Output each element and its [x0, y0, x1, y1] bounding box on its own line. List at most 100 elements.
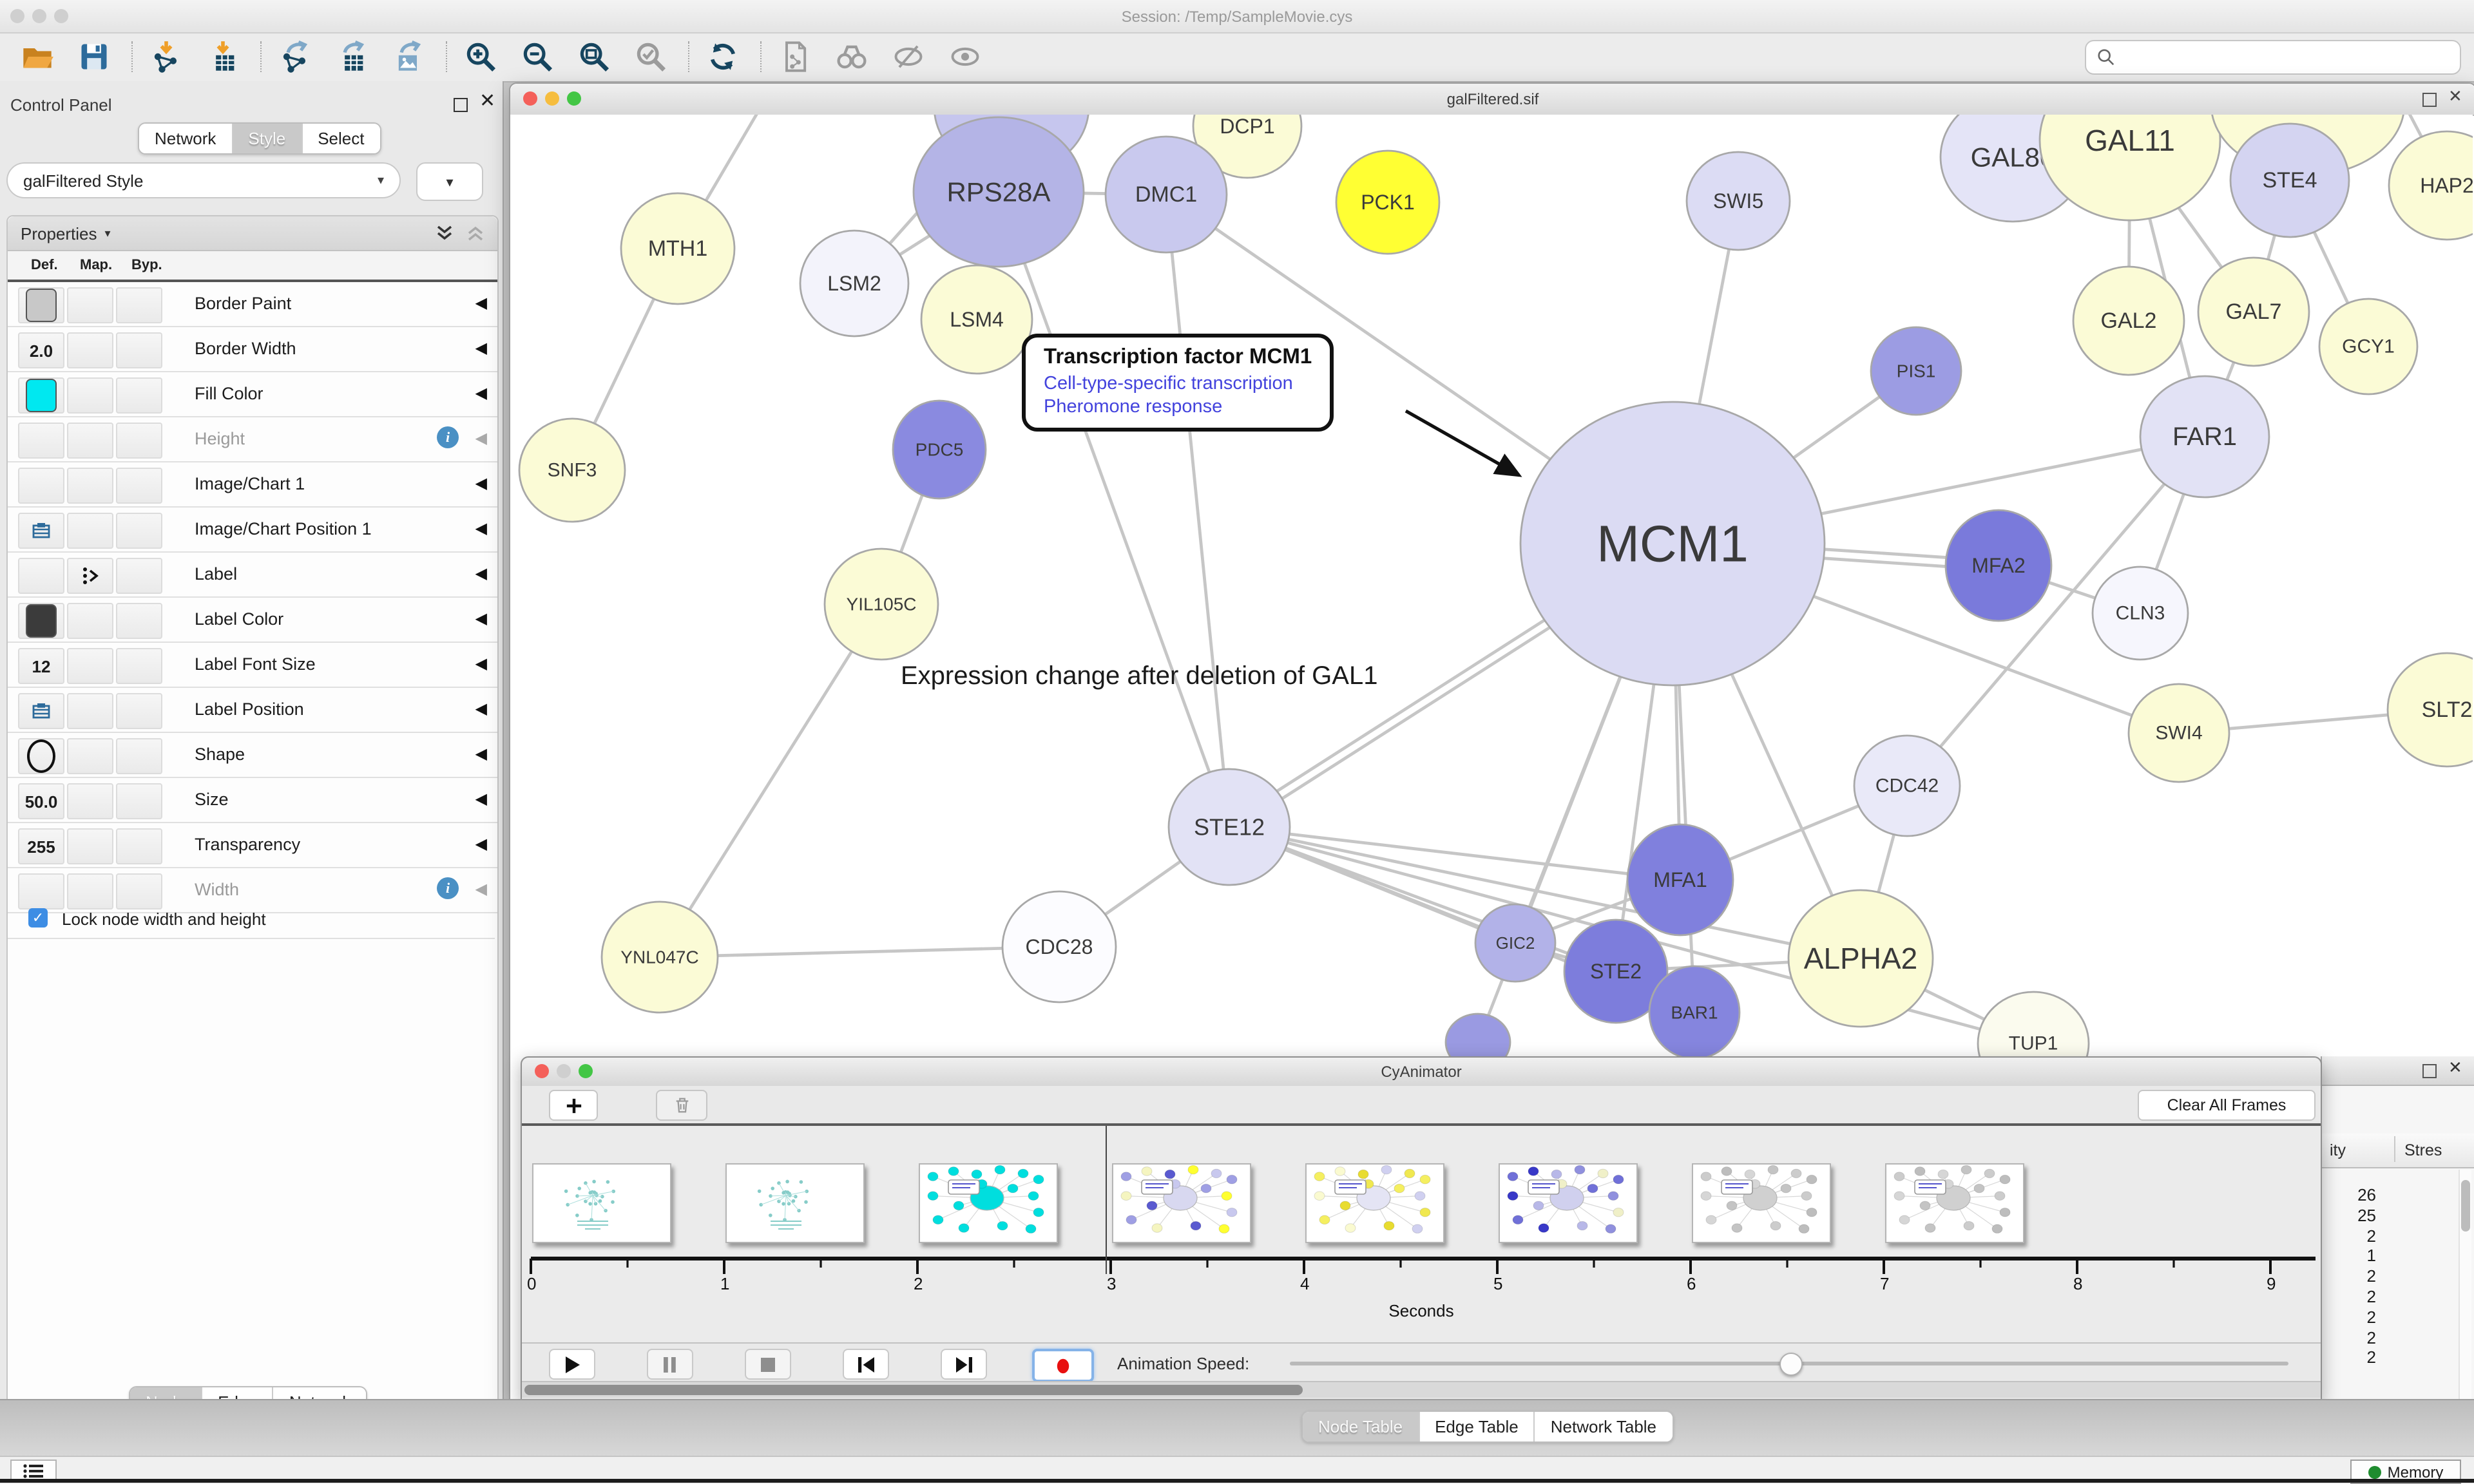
- app-close-icon[interactable]: [10, 9, 24, 23]
- default-cell[interactable]: [18, 738, 64, 774]
- property-row-border-paint[interactable]: Border Paint ◀: [8, 282, 497, 327]
- property-row-size[interactable]: 50.0 Size ◀: [8, 778, 497, 823]
- bypass-cell[interactable]: [116, 287, 162, 323]
- network-document-button[interactable]: [773, 37, 817, 76]
- window-close-x-icon[interactable]: ✕: [2448, 86, 2462, 106]
- annotation-link-1[interactable]: Cell-type-specific transcription: [1044, 374, 1293, 394]
- expand-property-icon[interactable]: ◀: [475, 654, 487, 672]
- tab-edge-table[interactable]: Edge Table: [1419, 1412, 1535, 1441]
- default-cell[interactable]: [18, 423, 64, 459]
- frame-thumbnail-5[interactable]: [1305, 1163, 1444, 1243]
- network-node-MCM1[interactable]: MCM1: [1519, 401, 1826, 687]
- tab-network[interactable]: Network: [139, 124, 233, 153]
- bypass-cell[interactable]: [116, 828, 162, 864]
- app-zoom-icon[interactable]: [54, 9, 68, 23]
- network-node-ALPHA2[interactable]: ALPHA2: [1787, 889, 1934, 1028]
- style-selector-dropdown[interactable]: galFiltered Style ▾: [6, 162, 401, 198]
- expand-property-icon[interactable]: ◀: [475, 790, 487, 808]
- window-minimize-icon[interactable]: [557, 1064, 571, 1078]
- style-options-button[interactable]: ▾: [416, 162, 483, 201]
- window-minimize-icon[interactable]: [545, 91, 559, 106]
- frames-timeline[interactable]: 0 1 2 3 4 5 6 7 8 9 Seconds: [522, 1126, 2321, 1342]
- mapping-cell[interactable]: [67, 287, 113, 323]
- mapping-cell[interactable]: [67, 558, 113, 594]
- network-node-GAL11[interactable]: GAL11: [2038, 115, 2221, 222]
- network-node-GIC2[interactable]: GIC2: [1474, 903, 1557, 983]
- network-edge[interactable]: [659, 945, 1060, 959]
- expand-property-icon[interactable]: ◀: [475, 384, 487, 402]
- expand-property-icon[interactable]: ◀: [475, 474, 487, 492]
- property-row-border-width[interactable]: 2.0 Border Width ◀: [8, 327, 497, 372]
- network-edge[interactable]: [1229, 825, 1861, 960]
- next-frame-button[interactable]: [941, 1349, 987, 1380]
- frame-thumbnail-4[interactable]: [1112, 1163, 1251, 1243]
- window-close-icon[interactable]: [523, 91, 537, 106]
- default-cell[interactable]: 12: [18, 648, 64, 684]
- zoom-out-button[interactable]: [515, 37, 559, 76]
- mapping-cell[interactable]: [67, 738, 113, 774]
- export-table-button[interactable]: [330, 37, 374, 76]
- stop-button[interactable]: [745, 1349, 791, 1380]
- default-cell[interactable]: 50.0: [18, 783, 64, 819]
- property-row-transparency[interactable]: 255 Transparency ◀: [8, 823, 497, 868]
- bypass-cell[interactable]: [116, 783, 162, 819]
- property-row-fill-color[interactable]: Fill Color ◀: [8, 372, 497, 417]
- default-cell[interactable]: [18, 468, 64, 504]
- tab-network-table[interactable]: Network Table: [1535, 1412, 1673, 1441]
- mapping-cell[interactable]: [67, 423, 113, 459]
- zoom-in-button[interactable]: [459, 37, 503, 76]
- network-edge[interactable]: [1229, 825, 1681, 882]
- show-details-button[interactable]: [943, 37, 987, 76]
- network-node-YIL105C[interactable]: YIL105C: [823, 547, 939, 661]
- bypass-cell[interactable]: [116, 558, 162, 594]
- mapping-cell[interactable]: [67, 873, 113, 909]
- property-row-image-chart-position-1[interactable]: Image/Chart Position 1 ◀: [8, 508, 497, 553]
- mapping-cell[interactable]: [67, 332, 113, 368]
- frame-thumbnail-7[interactable]: [1692, 1163, 1831, 1243]
- network-node-CDC42[interactable]: CDC42: [1853, 734, 1961, 837]
- network-node-GAL7[interactable]: GAL7: [2197, 256, 2310, 367]
- network-node-RPS28A[interactable]: RPS28A: [912, 116, 1085, 268]
- bypass-cell[interactable]: [116, 423, 162, 459]
- import-table-button[interactable]: [201, 37, 245, 76]
- previous-frame-button[interactable]: [843, 1349, 889, 1380]
- bypass-cell[interactable]: [116, 332, 162, 368]
- tab-style[interactable]: Style: [233, 124, 303, 153]
- zoom-selected-button[interactable]: [629, 37, 673, 76]
- mapping-cell[interactable]: [67, 468, 113, 504]
- window-close-icon[interactable]: [535, 1064, 549, 1078]
- export-network-button[interactable]: [273, 37, 317, 76]
- network-node-CDC28[interactable]: CDC28: [1001, 890, 1117, 1004]
- bypass-cell[interactable]: [116, 738, 162, 774]
- network-node-SWI4[interactable]: SWI4: [2127, 683, 2230, 783]
- network-edge[interactable]: [1906, 435, 2206, 787]
- delete-frame-button[interactable]: [656, 1090, 707, 1121]
- network-node-cut1[interactable]: [1444, 1013, 1511, 1059]
- panel-close-icon[interactable]: ✕: [2448, 1058, 2462, 1077]
- frame-thumbnail-3[interactable]: [919, 1163, 1058, 1243]
- bypass-cell[interactable]: [116, 873, 162, 909]
- network-node-DMC1[interactable]: DMC1: [1104, 135, 1228, 254]
- refresh-layout-button[interactable]: [701, 37, 745, 76]
- properties-header[interactable]: Properties ▾: [8, 216, 497, 251]
- network-edge[interactable]: [658, 603, 883, 958]
- default-cell[interactable]: [18, 693, 64, 729]
- bypass-cell[interactable]: [116, 513, 162, 549]
- export-image-button[interactable]: [387, 37, 430, 76]
- play-button[interactable]: [549, 1349, 595, 1380]
- network-node-MFA2[interactable]: MFA2: [1944, 509, 2053, 622]
- network-window-titlebar[interactable]: galFiltered.sif ✕: [510, 84, 2474, 116]
- info-icon[interactable]: i: [437, 877, 459, 899]
- frame-thumbnail-8[interactable]: [1885, 1163, 2024, 1243]
- default-cell[interactable]: 2.0: [18, 332, 64, 368]
- table-scrollbar[interactable]: [2459, 1170, 2471, 1399]
- property-row-width[interactable]: Width i ◀: [8, 868, 497, 913]
- network-node-STE2[interactable]: STE2: [1563, 918, 1669, 1024]
- network-node-HAP2[interactable]: HAP2: [2388, 130, 2473, 241]
- network-node-MTH1[interactable]: MTH1: [620, 192, 736, 305]
- open-session-button[interactable]: [15, 37, 59, 76]
- close-panel-icon[interactable]: ✕: [479, 90, 496, 112]
- mapping-cell[interactable]: [67, 693, 113, 729]
- network-node-MFA1[interactable]: MFA1: [1626, 823, 1734, 937]
- window-float-icon[interactable]: [2422, 93, 2437, 107]
